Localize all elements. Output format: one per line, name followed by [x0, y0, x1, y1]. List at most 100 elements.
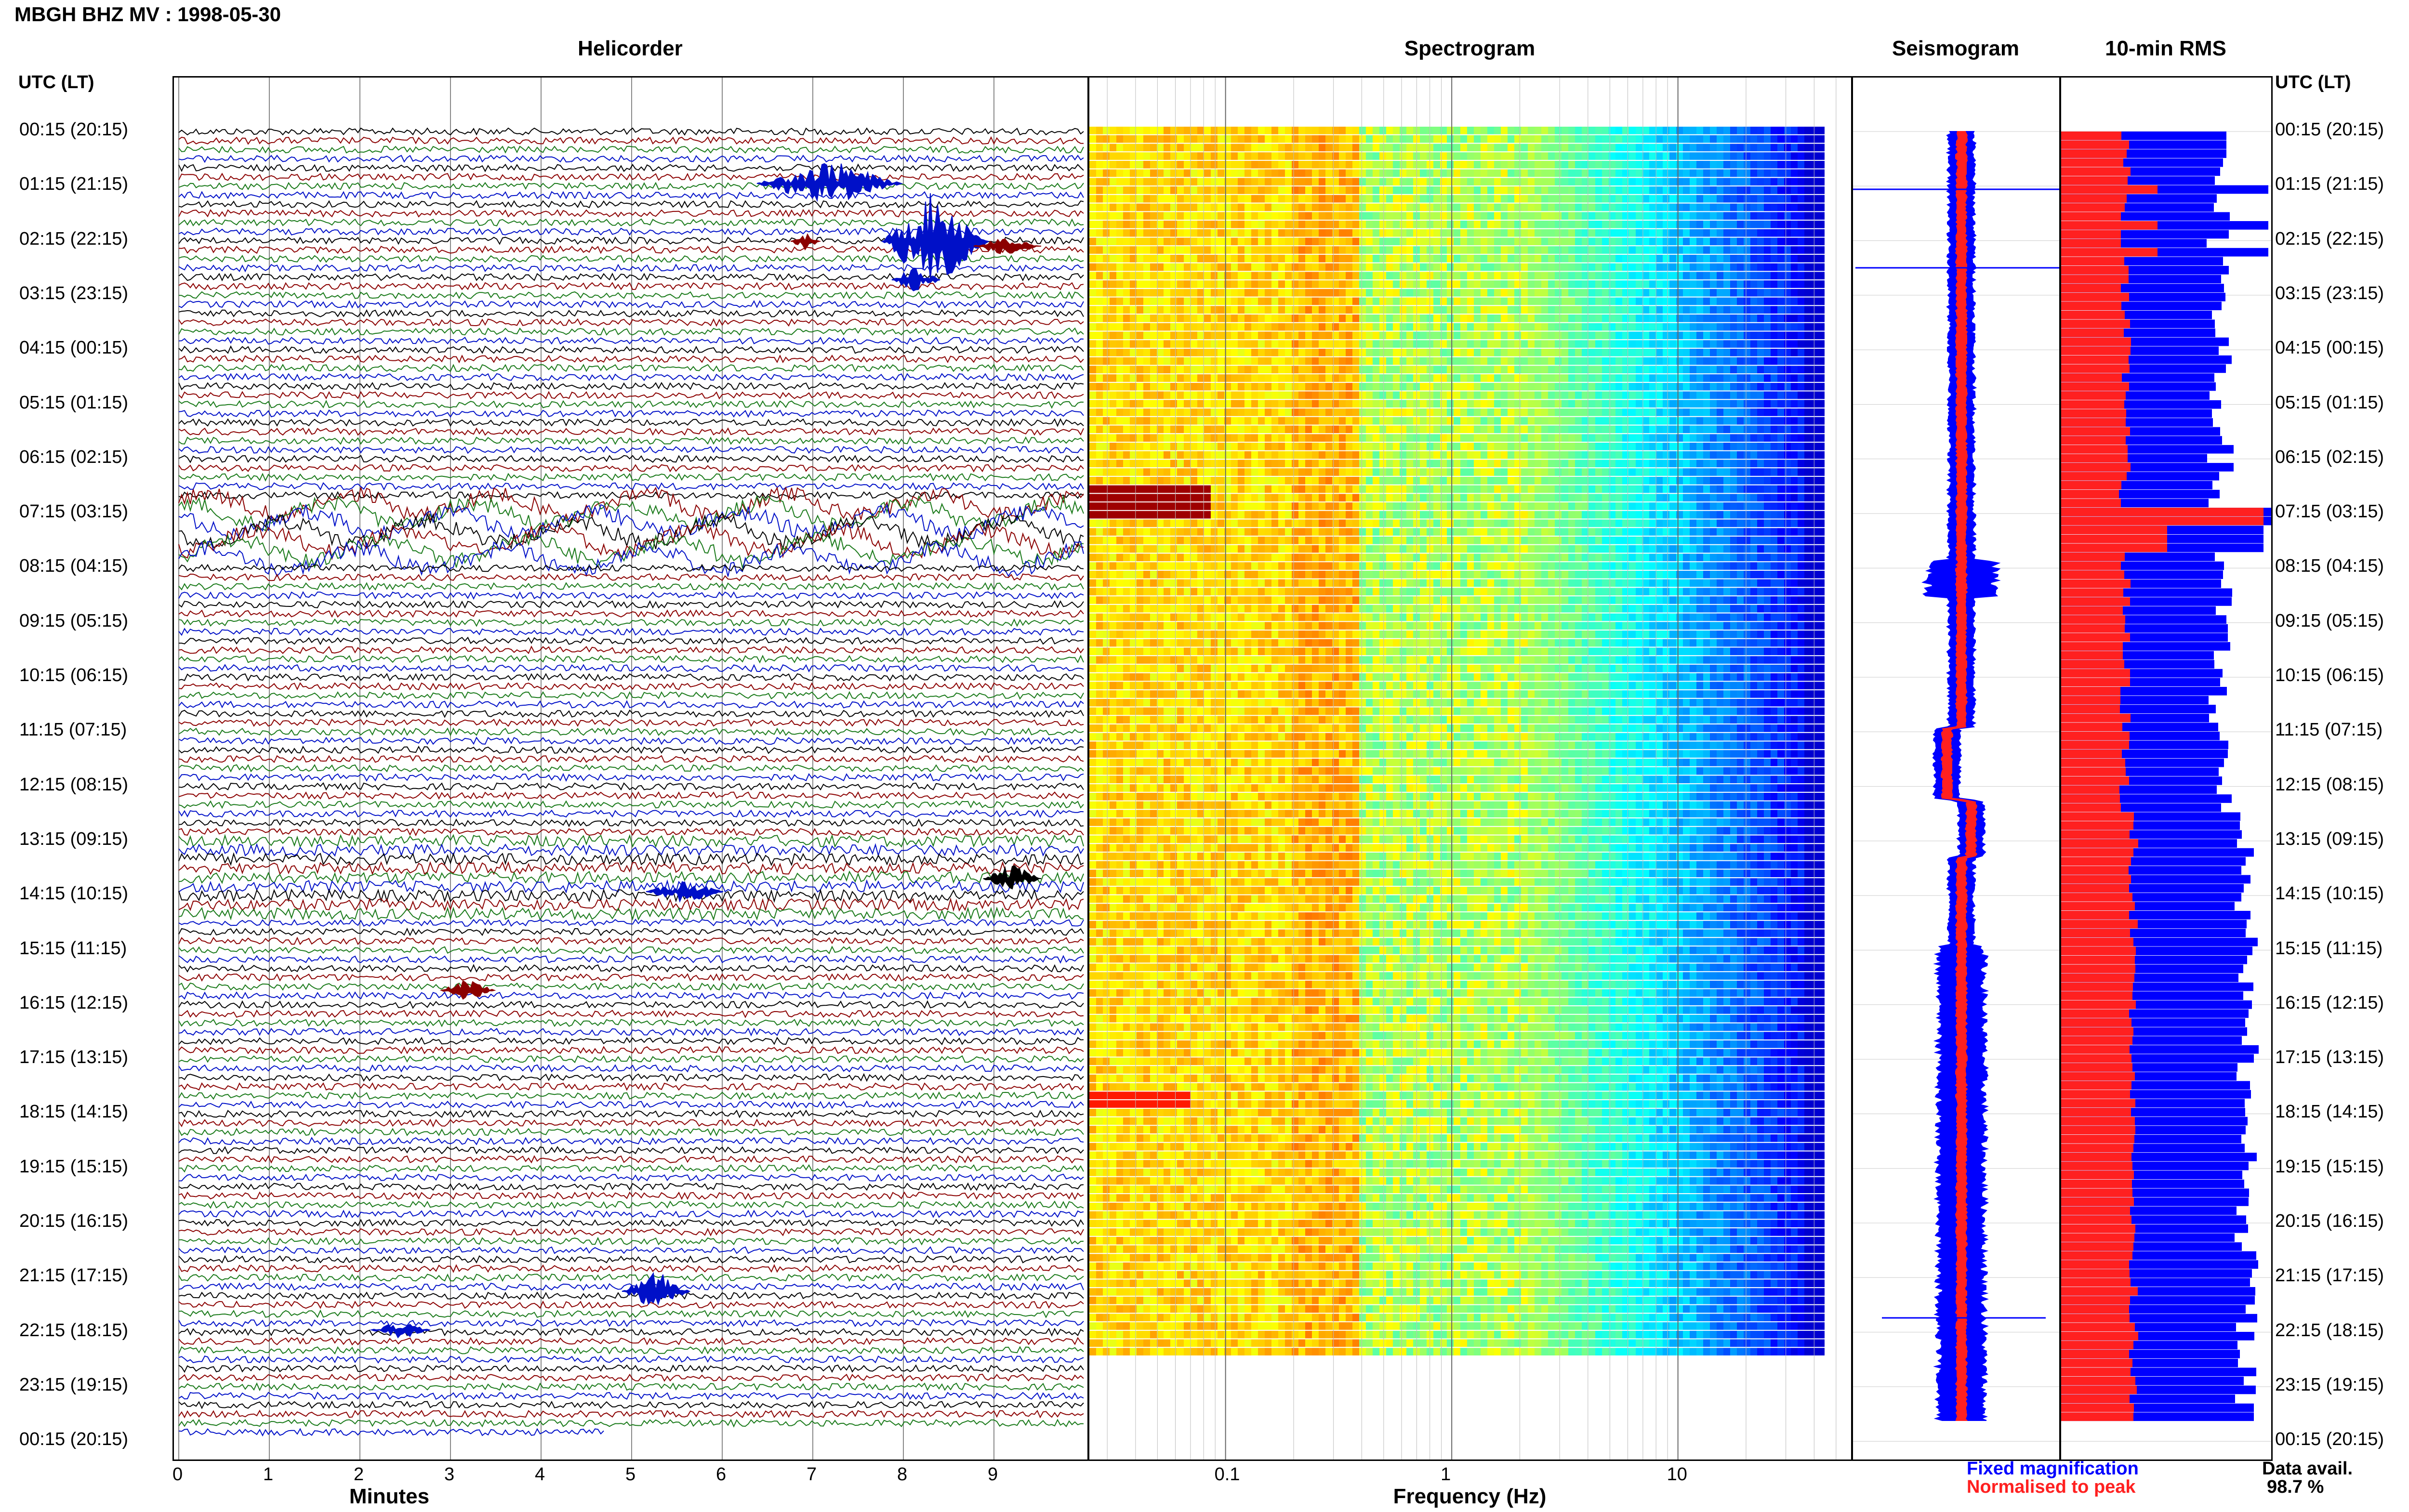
spectrogram-cell: [1177, 272, 1184, 280]
spectrogram-cell: [1184, 272, 1191, 280]
spectrogram-cell: [1575, 460, 1582, 468]
spectrogram-cell: [1629, 280, 1636, 288]
spectrogram-cell: [1622, 221, 1629, 228]
spectrogram-cell: [1730, 221, 1737, 228]
helicorder-trace: [178, 870, 1084, 884]
spectrogram-cell: [1804, 160, 1811, 169]
spectrogram-cell: [1710, 246, 1717, 254]
spectrogram-cell: [1204, 315, 1211, 322]
spectrogram-cell: [1595, 468, 1602, 476]
spectrogram-cell: [1514, 408, 1521, 416]
spectrogram-cell: [1474, 331, 1481, 340]
spectrogram-cell: [1285, 127, 1292, 134]
spectrogram-cell: [1777, 357, 1784, 365]
helicorder-trace: [178, 486, 1084, 524]
spectrogram-cell: [1305, 186, 1312, 194]
spectrogram-cell: [1481, 443, 1487, 450]
spectrogram-cell: [1696, 340, 1703, 348]
spectrogram-cell: [1777, 315, 1784, 322]
spectrogram-cell: [1258, 417, 1265, 425]
spectrogram-cell: [1089, 485, 1096, 493]
spectrogram-cell: [1676, 331, 1683, 340]
spectrogram-cell: [1777, 203, 1784, 211]
spectrogram-cell: [1211, 297, 1218, 305]
spectrogram-cell: [1366, 476, 1373, 485]
spectrogram-cell: [1535, 263, 1541, 271]
spectrogram-cell: [1562, 280, 1568, 288]
spectrogram-cell: [1406, 178, 1413, 186]
spectrogram-cell: [1440, 212, 1447, 220]
spectrogram-cell: [1170, 186, 1177, 194]
spectrogram-cell: [1723, 135, 1730, 143]
spectrogram-cell: [1717, 323, 1723, 331]
spectrogram-cell: [1164, 357, 1170, 365]
spectrogram-cell: [1191, 494, 1197, 502]
spectrogram-cell: [1164, 135, 1170, 143]
spectrogram-cell: [1636, 391, 1642, 399]
spectrogram-cell: [1359, 280, 1366, 288]
spectrogram-cell: [1116, 254, 1123, 263]
spectrogram-cell: [1137, 340, 1143, 348]
spectrogram-cell: [1393, 229, 1400, 237]
spectrogram-cell: [1433, 323, 1440, 331]
spectrogram-cell: [1568, 169, 1575, 177]
spectrogram-cell: [1602, 144, 1609, 152]
spectrogram-cell: [1251, 135, 1258, 143]
spectrogram-cell: [1535, 417, 1541, 425]
spectrogram-cell: [1319, 144, 1325, 152]
spectrogram-cell: [1285, 374, 1292, 382]
spectrogram-cell: [1467, 476, 1474, 485]
spectrogram-cell: [1292, 417, 1298, 425]
spectrogram-cell: [1595, 391, 1602, 399]
spectrogram-cell: [1588, 408, 1595, 416]
spectrogram-cell: [1609, 331, 1615, 340]
spectrogram-cell: [1116, 391, 1123, 399]
helicorder-trace: [178, 345, 1084, 354]
spectrogram-cell: [1170, 203, 1177, 211]
spectrogram-cell: [1541, 127, 1548, 134]
spectrogram-cell: [1110, 460, 1116, 468]
spectrogram-cell: [1393, 263, 1400, 271]
spectrogram-cell: [1346, 306, 1352, 314]
spectrogram-cell: [1535, 476, 1541, 485]
spectrogram-cell: [1433, 169, 1440, 177]
spectrogram-cell: [1406, 468, 1413, 476]
spectrogram-cell: [1184, 374, 1191, 382]
spectrogram-cell: [1325, 169, 1332, 177]
spectrogram-cell: [1386, 340, 1393, 348]
spectrogram-cell: [1723, 468, 1730, 476]
spectrogram-cell: [1292, 254, 1298, 263]
spectrogram-cell: [1771, 417, 1777, 425]
spectrogram-cell: [1528, 127, 1535, 134]
spectrogram-cell: [1777, 169, 1784, 177]
spectrogram-cell: [1103, 382, 1110, 391]
spectrogram-cell: [1609, 340, 1615, 348]
spectrogram-cell: [1548, 408, 1555, 416]
spectrogram-cell: [1798, 152, 1804, 160]
spectrogram-cell: [1501, 135, 1508, 143]
spectrogram-cell: [1575, 315, 1582, 322]
spectrogram-cell: [1535, 144, 1541, 152]
spectrogram-cell: [1690, 323, 1696, 331]
spectrogram-cell: [1602, 178, 1609, 186]
spectrogram-cell: [1251, 374, 1258, 382]
spectrogram-cell: [1143, 315, 1150, 322]
spectrogram-cell: [1231, 331, 1238, 340]
spectrogram-cell: [1730, 186, 1737, 194]
spectrogram-cell: [1669, 366, 1676, 374]
spectrogram-cell: [1723, 434, 1730, 442]
spectrogram-cell: [1116, 212, 1123, 220]
spectrogram-cell: [1251, 340, 1258, 348]
spectrogram-cell: [1406, 460, 1413, 468]
spectrogram-cell: [1460, 366, 1467, 374]
spectrogram-cell: [1110, 297, 1116, 305]
spectrogram-cell: [1737, 280, 1744, 288]
spectrogram-cell: [1352, 135, 1359, 143]
spectrogram-cell: [1535, 152, 1541, 160]
spectrogram-cell: [1467, 357, 1474, 365]
spectrogram-cell: [1278, 451, 1285, 459]
spectrogram-cell: [1804, 254, 1811, 263]
spectrogram-cell: [1359, 306, 1366, 314]
spectrogram-cell: [1481, 246, 1487, 254]
spectrogram-cell: [1508, 476, 1514, 485]
